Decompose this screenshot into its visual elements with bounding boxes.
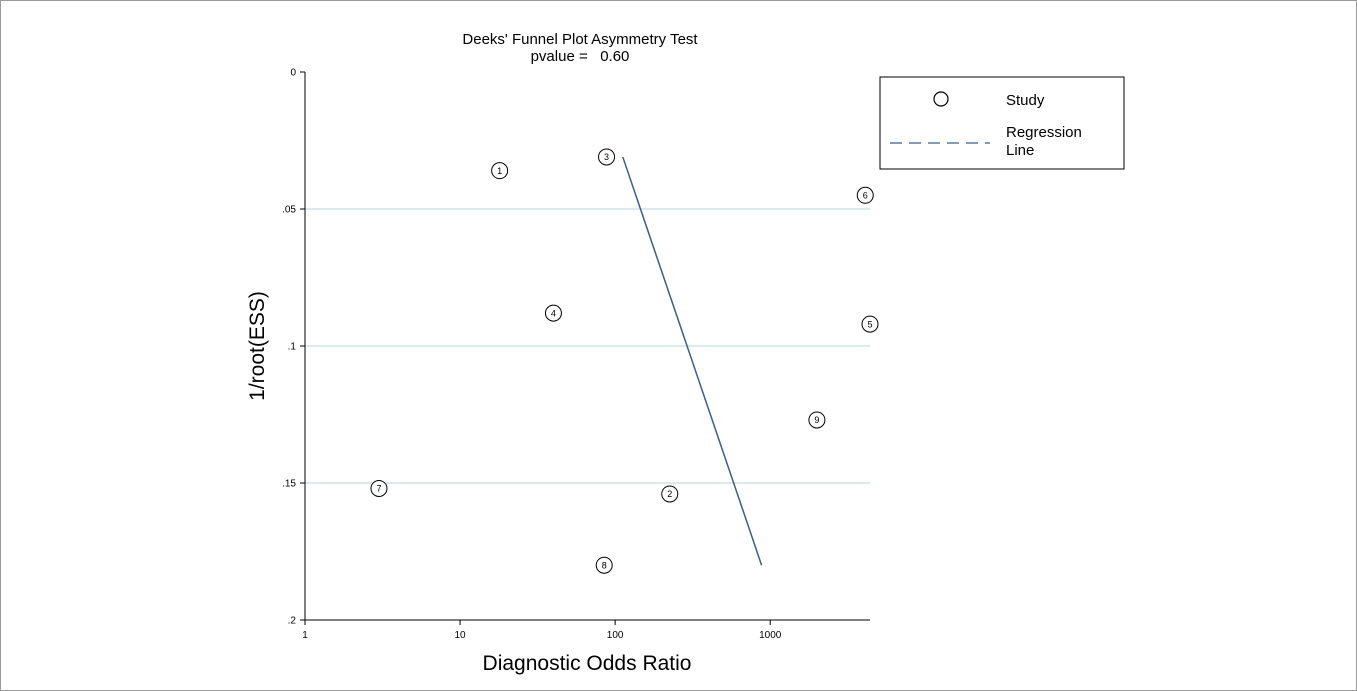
legend-label-regression-line-1: Regression: [1006, 124, 1082, 141]
y-tick-label-0: 0: [290, 68, 296, 79]
study-point-marker-9: [808, 411, 826, 429]
x-tick-label-0: 1: [302, 630, 308, 641]
x-tick-label-2: 100: [607, 630, 624, 641]
study-point-label-2: 2: [667, 489, 672, 499]
study-point-marker-1: [491, 162, 509, 180]
x-tick-label-3: 1000: [759, 630, 782, 641]
study-point-3: 3: [598, 148, 616, 166]
study-points: 1 2 3 4 5 6 7 8 9: [370, 148, 879, 574]
study-point-marker-4: [544, 304, 562, 322]
study-point-marker-6: [856, 186, 874, 204]
legend-label-regression-line-2: Line: [1006, 142, 1034, 159]
y-tick-label-2: .1: [288, 342, 297, 353]
study-point-label-9: 9: [814, 415, 819, 425]
study-point-6: 6: [856, 186, 874, 204]
legend-box: [879, 76, 1125, 170]
study-point-label-8: 8: [602, 560, 607, 570]
study-point-5: 5: [861, 315, 879, 333]
y-tick-label-1: .05: [282, 205, 296, 216]
y-axis-ticks: 0 .05 .1 .15 .2: [282, 68, 305, 627]
legend: Study Regression Line: [879, 76, 1125, 170]
y-tick-label-3: .15: [282, 479, 296, 490]
regression-line-layer: [622, 156, 763, 566]
y-axis-title: 1/root(ESS): [246, 291, 269, 401]
study-point-label-7: 7: [376, 484, 381, 494]
study-point-marker-7: [370, 479, 388, 497]
study-point-7: 7: [370, 479, 388, 497]
study-point-label-1: 1: [497, 166, 502, 176]
gridlines: [305, 208, 870, 484]
x-axis-ticks: 1 10 100 1000: [302, 620, 782, 641]
study-point-1: 1: [491, 162, 509, 180]
study-point-marker-5: [861, 315, 879, 333]
chart-title: Deeks' Funnel Plot Asymmetry Test: [462, 31, 698, 48]
study-point-label-4: 4: [551, 308, 556, 318]
legend-label-study: Study: [1006, 92, 1045, 109]
study-point-9: 9: [808, 411, 826, 429]
study-point-label-6: 6: [863, 191, 868, 201]
x-axis-title: Diagnostic Odds Ratio: [483, 652, 692, 675]
study-point-label-5: 5: [867, 319, 872, 329]
regression-line: [622, 156, 763, 566]
legend-circle-icon: [933, 91, 949, 107]
chart-subtitle: pvalue = 0.60: [531, 48, 630, 65]
study-point-2: 2: [661, 485, 679, 503]
study-point-marker-3: [598, 148, 616, 166]
x-tick-label-1: 10: [455, 630, 467, 641]
study-point-4: 4: [544, 304, 562, 322]
study-point-label-3: 3: [604, 152, 609, 162]
y-tick-label-4: .2: [288, 616, 297, 627]
study-point-8: 8: [595, 556, 613, 574]
study-point-marker-8: [595, 556, 613, 574]
study-point-marker-2: [661, 485, 679, 503]
